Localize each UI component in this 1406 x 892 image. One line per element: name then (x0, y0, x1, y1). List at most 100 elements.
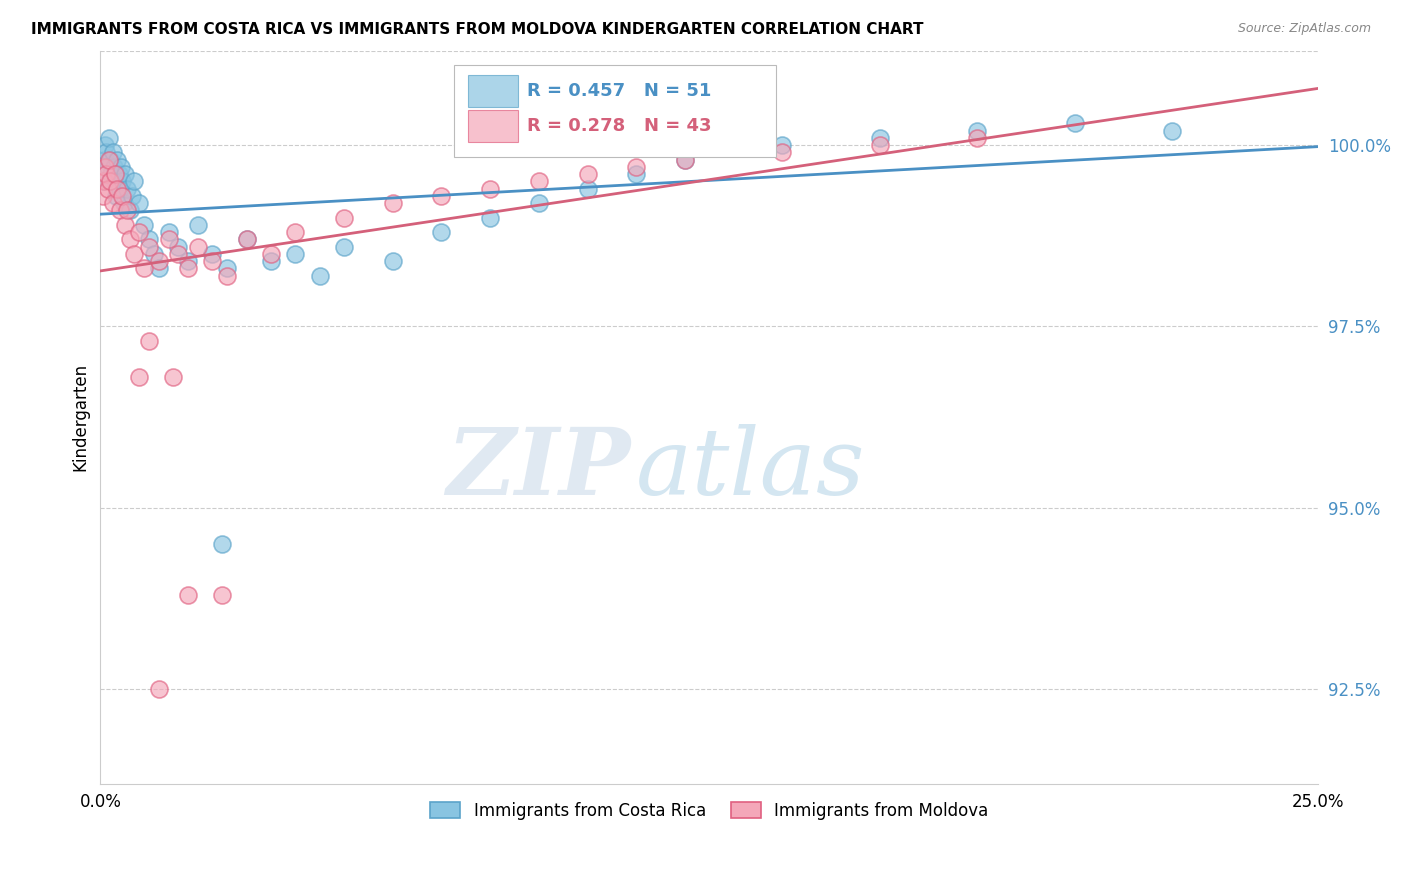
Point (115, 181, 138, 195)
Point (111, 174, 134, 188)
Point (869, 130, 891, 145)
Point (187, 240, 209, 254)
Point (869, 138, 891, 153)
Y-axis label: Kindergarten: Kindergarten (72, 363, 89, 471)
Point (770, 145, 793, 160)
Point (104, 174, 127, 188)
Text: ZIP: ZIP (446, 424, 630, 514)
Point (215, 268, 238, 283)
Point (112, 196, 135, 211)
Point (235, 232, 257, 246)
Point (966, 130, 988, 145)
Point (124, 247, 146, 261)
Point (626, 167, 648, 181)
Point (101, 145, 124, 160)
Point (201, 247, 224, 261)
Point (103, 160, 125, 174)
Text: R = 0.457   N = 51: R = 0.457 N = 51 (527, 82, 711, 100)
Point (94, 138, 117, 153)
Point (626, 160, 648, 174)
Point (98, 130, 121, 145)
Point (101, 196, 124, 211)
Point (479, 211, 502, 225)
Point (100, 167, 122, 181)
Point (114, 218, 136, 232)
Point (381, 196, 404, 211)
Point (110, 160, 132, 174)
Point (430, 189, 453, 203)
FancyBboxPatch shape (468, 110, 517, 143)
Point (138, 232, 160, 246)
Point (115, 203, 138, 218)
Point (162, 370, 184, 384)
FancyBboxPatch shape (468, 75, 517, 107)
Point (260, 254, 283, 268)
Point (97, 181, 120, 195)
Text: atlas: atlas (637, 424, 866, 514)
Point (96, 145, 118, 160)
Point (1063, 116, 1085, 130)
Point (108, 167, 131, 181)
Point (128, 370, 150, 384)
Point (138, 240, 160, 254)
Point (479, 181, 502, 195)
Point (98, 174, 121, 188)
Point (177, 261, 200, 276)
Text: Source: ZipAtlas.com: Source: ZipAtlas.com (1237, 22, 1371, 36)
Text: R = 0.278   N = 43: R = 0.278 N = 43 (527, 117, 711, 136)
Point (770, 138, 793, 153)
Point (527, 196, 550, 211)
Point (96, 167, 118, 181)
Point (211, 588, 233, 602)
Point (111, 189, 134, 203)
FancyBboxPatch shape (454, 65, 776, 157)
Point (235, 232, 257, 246)
Point (1161, 123, 1184, 137)
Point (108, 203, 131, 218)
Point (121, 189, 143, 203)
Point (118, 203, 141, 218)
Point (94, 160, 117, 174)
Point (134, 218, 156, 232)
Point (148, 254, 170, 268)
Point (157, 225, 180, 239)
Point (177, 588, 200, 602)
Point (215, 261, 238, 276)
Point (576, 181, 599, 195)
Point (284, 247, 307, 261)
Point (673, 153, 696, 167)
Point (91, 174, 114, 188)
Point (124, 174, 146, 188)
Text: IMMIGRANTS FROM COSTA RICA VS IMMIGRANTS FROM MOLDOVA KINDERGARTEN CORRELATION C: IMMIGRANTS FROM COSTA RICA VS IMMIGRANTS… (31, 22, 924, 37)
Point (104, 167, 127, 181)
Point (93, 174, 115, 188)
Point (98, 153, 121, 167)
Point (333, 211, 356, 225)
Point (107, 153, 129, 167)
Point (966, 123, 988, 137)
Point (167, 240, 190, 254)
Point (128, 196, 150, 211)
Point (93, 153, 115, 167)
Point (148, 682, 170, 697)
Point (430, 225, 453, 239)
Point (108, 181, 131, 195)
Point (284, 225, 307, 239)
Point (104, 189, 127, 203)
Point (211, 537, 233, 551)
Point (673, 153, 696, 167)
Point (177, 254, 200, 268)
Point (167, 247, 190, 261)
Point (114, 167, 136, 181)
Legend: Immigrants from Costa Rica, Immigrants from Moldova: Immigrants from Costa Rica, Immigrants f… (423, 796, 995, 827)
Point (187, 218, 209, 232)
Point (134, 261, 156, 276)
Point (148, 261, 170, 276)
Point (142, 247, 165, 261)
Point (138, 334, 160, 348)
Point (576, 167, 599, 181)
Point (260, 247, 283, 261)
Point (128, 225, 150, 239)
Point (118, 232, 141, 246)
Point (91, 189, 114, 203)
